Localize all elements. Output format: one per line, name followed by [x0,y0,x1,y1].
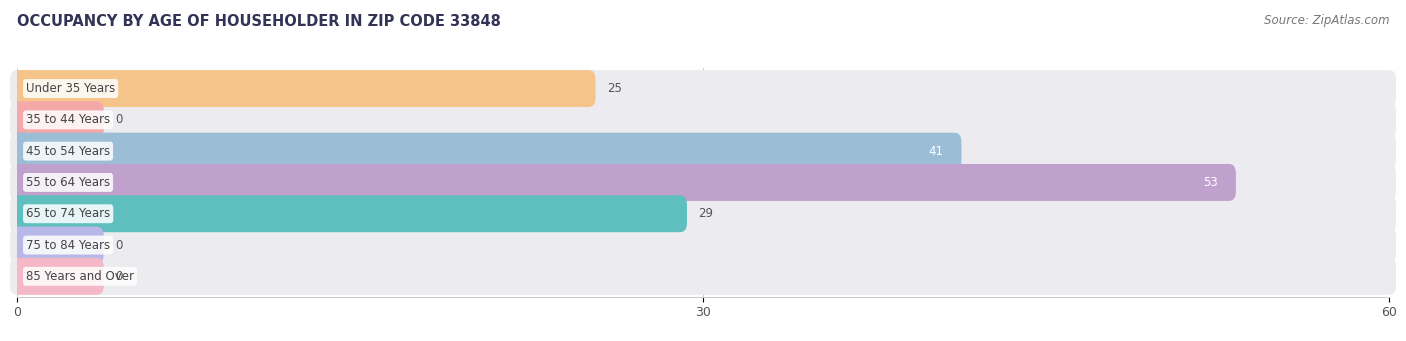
FancyBboxPatch shape [10,164,1236,201]
Text: Source: ZipAtlas.com: Source: ZipAtlas.com [1264,14,1389,27]
FancyBboxPatch shape [10,133,1396,169]
Text: 41: 41 [928,145,943,158]
FancyBboxPatch shape [10,226,104,264]
FancyBboxPatch shape [10,195,688,232]
FancyBboxPatch shape [10,133,962,169]
FancyBboxPatch shape [10,258,104,295]
FancyBboxPatch shape [10,258,1396,295]
Text: 55 to 64 Years: 55 to 64 Years [27,176,110,189]
Text: 0: 0 [115,239,122,252]
Text: 85 Years and Over: 85 Years and Over [27,270,134,283]
Text: Under 35 Years: Under 35 Years [27,82,115,95]
FancyBboxPatch shape [10,195,1396,232]
Text: 35 to 44 Years: 35 to 44 Years [27,113,110,126]
FancyBboxPatch shape [10,164,1396,201]
Text: 0: 0 [115,270,122,283]
FancyBboxPatch shape [10,70,596,107]
Text: OCCUPANCY BY AGE OF HOUSEHOLDER IN ZIP CODE 33848: OCCUPANCY BY AGE OF HOUSEHOLDER IN ZIP C… [17,14,501,29]
Text: 25: 25 [607,82,621,95]
Text: 53: 53 [1204,176,1218,189]
Text: 0: 0 [115,113,122,126]
Text: 65 to 74 Years: 65 to 74 Years [27,207,110,220]
FancyBboxPatch shape [10,70,1396,107]
FancyBboxPatch shape [10,226,1396,264]
FancyBboxPatch shape [10,101,1396,138]
FancyBboxPatch shape [10,101,104,138]
Text: 45 to 54 Years: 45 to 54 Years [27,145,110,158]
Text: 75 to 84 Years: 75 to 84 Years [27,239,110,252]
Text: 29: 29 [699,207,713,220]
